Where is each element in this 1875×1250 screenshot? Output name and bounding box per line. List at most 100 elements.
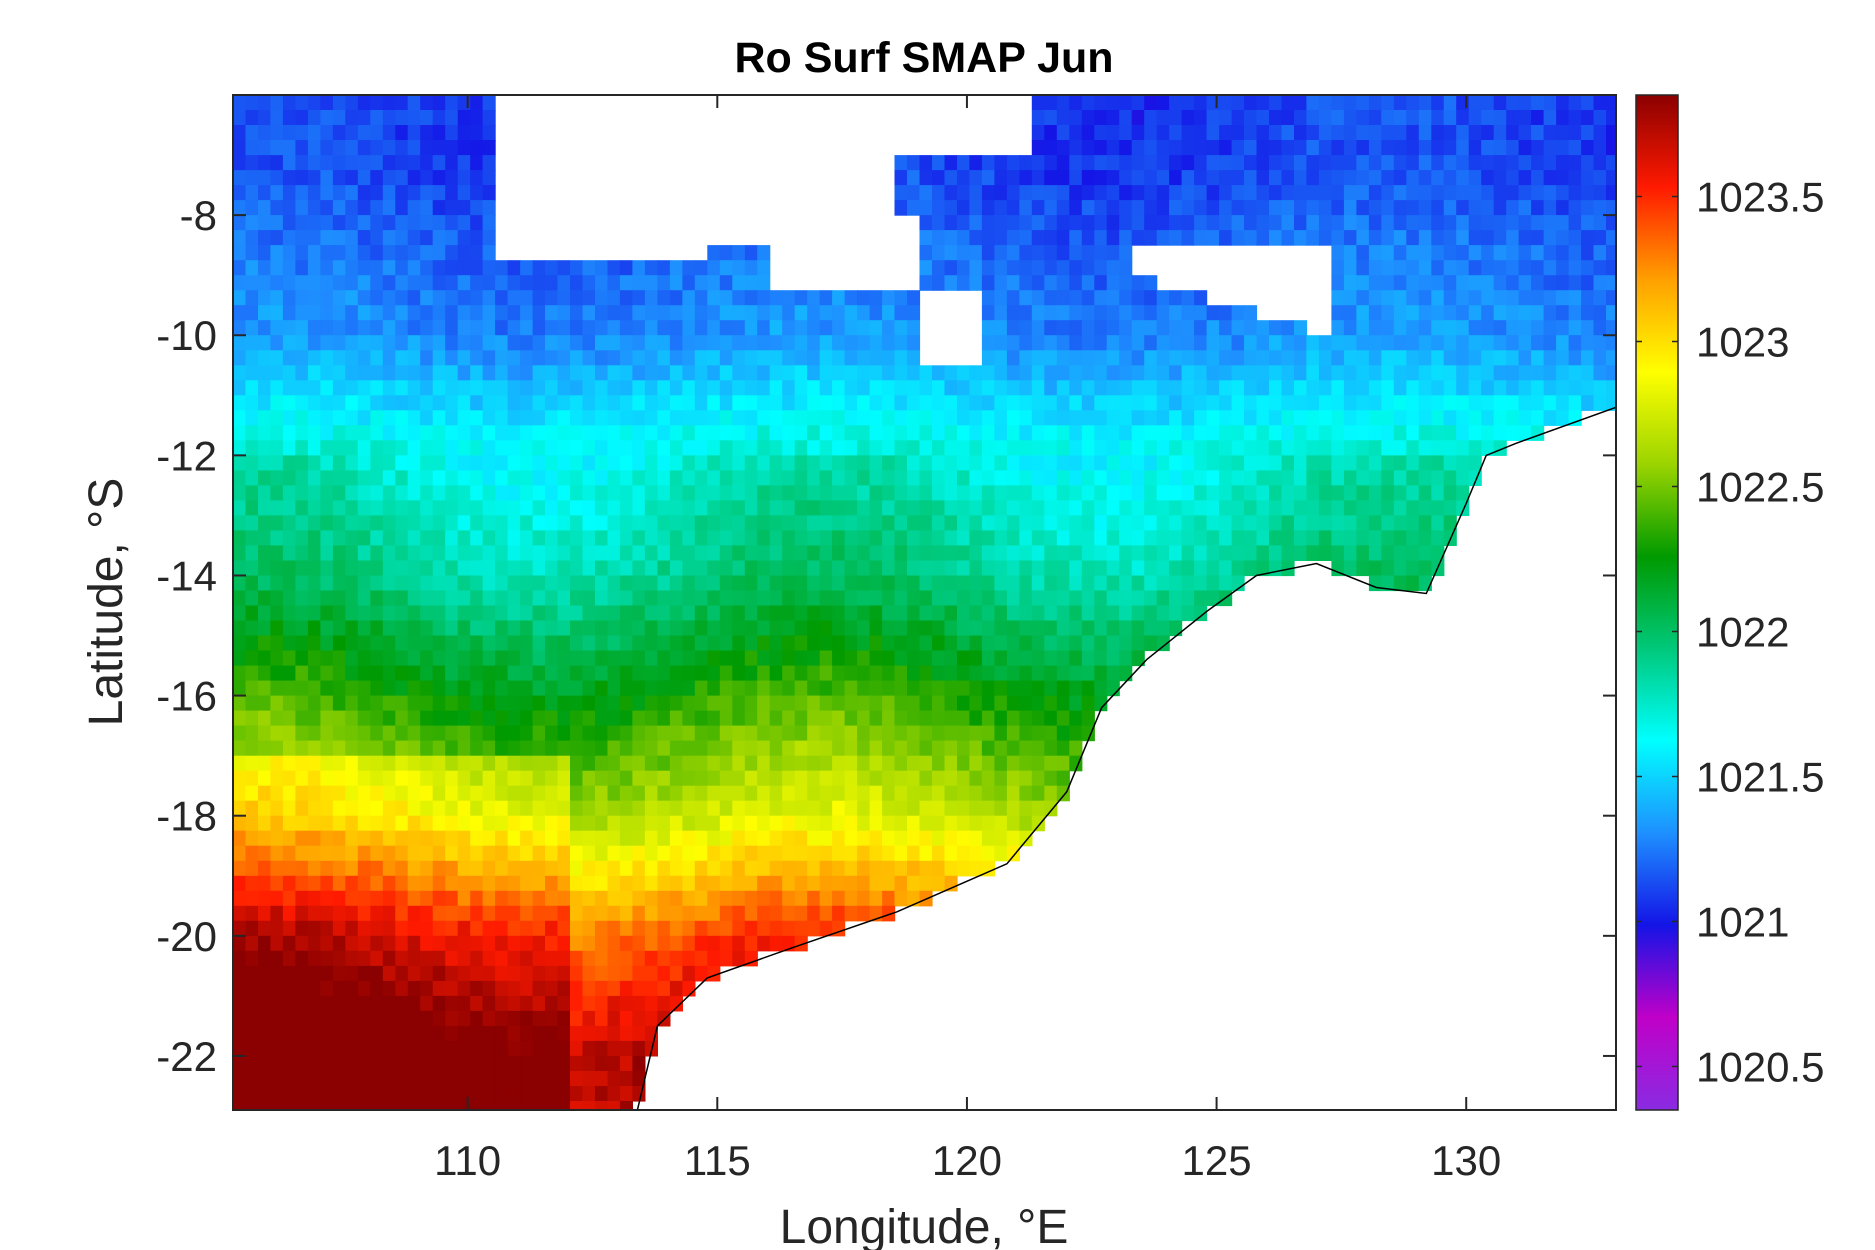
- heatmap-cell: [1306, 410, 1320, 426]
- heatmap-cell: [757, 620, 771, 637]
- heatmap-cell: [1518, 200, 1532, 216]
- heatmap-cell: [332, 710, 346, 727]
- heatmap-cell: [1456, 425, 1470, 441]
- heatmap-cell: [732, 815, 746, 832]
- heatmap-cell: [233, 950, 247, 967]
- heatmap-cell: [694, 860, 708, 877]
- heatmap-cell: [470, 335, 484, 351]
- heatmap-cell: [1381, 200, 1395, 216]
- heatmap-cell: [495, 935, 509, 952]
- heatmap-cell: [1331, 425, 1345, 441]
- heatmap-cell: [794, 470, 808, 486]
- heatmap-cell: [632, 680, 646, 697]
- heatmap-cell: [432, 365, 446, 381]
- heatmap-cell: [932, 800, 946, 817]
- heatmap-cell: [495, 1055, 509, 1072]
- heatmap-cell: [844, 905, 858, 922]
- heatmap-cell: [1081, 290, 1095, 306]
- heatmap-cell: [1206, 125, 1220, 141]
- heatmap-cell: [832, 395, 846, 411]
- heatmap-cell: [1169, 425, 1183, 441]
- heatmap-cell: [370, 320, 384, 336]
- heatmap-cell: [332, 950, 346, 967]
- heatmap-cell: [1443, 500, 1457, 516]
- heatmap-cell: [1518, 245, 1532, 261]
- heatmap-cell: [432, 620, 446, 637]
- heatmap-cell: [1131, 230, 1145, 246]
- heatmap-cell: [245, 200, 259, 216]
- heatmap-cell: [857, 755, 871, 772]
- heatmap-cell: [619, 935, 633, 952]
- heatmap-cell: [1094, 110, 1108, 126]
- heatmap-cell: [532, 380, 546, 396]
- heatmap-cell: [395, 665, 409, 682]
- heatmap-cell: [407, 395, 421, 411]
- heatmap-cell: [919, 830, 933, 847]
- heatmap-cell: [1493, 260, 1507, 276]
- heatmap-cell: [1006, 305, 1020, 321]
- heatmap-cell: [470, 260, 484, 276]
- heatmap-cell: [457, 1101, 471, 1110]
- heatmap-cell: [557, 980, 571, 997]
- heatmap-cell: [482, 635, 496, 652]
- heatmap-cell: [957, 380, 971, 396]
- heatmap-cell: [1306, 365, 1320, 381]
- heatmap-cell: [520, 470, 534, 486]
- heatmap-cell: [395, 335, 409, 351]
- heatmap-cell: [1418, 485, 1432, 501]
- heatmap-cell: [1581, 320, 1595, 336]
- heatmap-cell: [657, 335, 671, 351]
- heatmap-cell: [557, 635, 571, 652]
- heatmap-cell: [707, 800, 721, 817]
- heatmap-cell: [1144, 230, 1158, 246]
- heatmap-cell: [794, 545, 808, 561]
- heatmap-cell: [470, 215, 484, 231]
- heatmap-cell: [345, 1040, 359, 1057]
- heatmap-cell: [507, 575, 521, 592]
- heatmap-cell: [495, 560, 509, 577]
- heatmap-cell: [1393, 380, 1407, 396]
- heatmap-cell: [807, 410, 821, 426]
- heatmap-cell: [732, 620, 746, 637]
- heatmap-cell: [482, 1101, 496, 1110]
- heatmap-cell: [669, 335, 683, 351]
- heatmap-cell: [832, 560, 846, 577]
- heatmap-cell: [1044, 770, 1058, 787]
- heatmap-cell: [694, 740, 708, 757]
- heatmap-cell: [782, 500, 796, 516]
- heatmap-cell: [1131, 170, 1145, 186]
- heatmap-cell: [320, 950, 334, 967]
- heatmap-cell: [420, 125, 434, 141]
- heatmap-cell: [357, 275, 371, 291]
- heatmap-cell: [1531, 380, 1545, 396]
- heatmap-cell: [345, 635, 359, 652]
- heatmap-cell: [1281, 335, 1295, 351]
- heatmap-cell: [1506, 335, 1520, 351]
- heatmap-cell: [270, 665, 284, 682]
- heatmap-cell: [619, 1071, 633, 1087]
- heatmap-cell: [919, 590, 933, 607]
- heatmap-cell: [457, 560, 471, 577]
- heatmap-cell: [270, 650, 284, 667]
- heatmap-cell: [432, 560, 446, 577]
- heatmap-cell: [595, 875, 609, 892]
- heatmap-cell: [981, 500, 995, 516]
- heatmap-cell: [682, 530, 696, 546]
- heatmap-cell: [769, 695, 783, 712]
- heatmap-cell: [732, 470, 746, 486]
- heatmap-cell: [1231, 410, 1245, 426]
- heatmap-cell: [994, 845, 1008, 862]
- heatmap-cell: [320, 380, 334, 396]
- heatmap-cell: [407, 875, 421, 892]
- heatmap-cell: [357, 635, 371, 652]
- heatmap-cell: [1294, 440, 1308, 456]
- heatmap-cell: [332, 380, 346, 396]
- heatmap-cell: [420, 470, 434, 486]
- heatmap-cell: [432, 575, 446, 592]
- heatmap-cell: [657, 365, 671, 381]
- heatmap-cell: [1318, 110, 1332, 126]
- heatmap-cell: [1094, 395, 1108, 411]
- heatmap-cell: [1119, 215, 1133, 231]
- heatmap-cell: [1306, 440, 1320, 456]
- heatmap-cell: [1181, 455, 1195, 471]
